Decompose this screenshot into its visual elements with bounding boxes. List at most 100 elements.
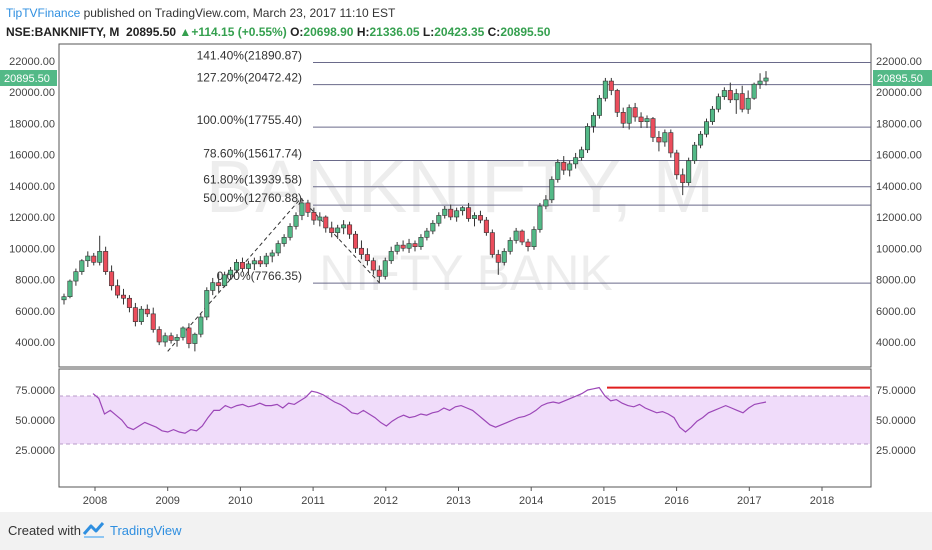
candle-body [466,207,472,219]
candle-body [162,335,168,343]
year-tick-label: 2008 [83,495,107,507]
candle-body [709,108,715,122]
price-tick-label-left: 8000.00 [15,275,55,287]
candle-body [79,260,85,272]
candle-body [234,262,240,271]
candle-body [698,133,704,146]
year-tick-label: 2018 [810,495,834,507]
trend-line [167,197,302,352]
year-tick-label: 2017 [737,495,761,507]
candle-body [460,207,466,212]
candle-body [382,260,388,277]
candle-body [602,80,608,99]
candle-body [335,227,341,233]
price-tick-label-left: 10000.00 [9,243,55,255]
fib-level-label: 61.80%(13939.58) [203,173,302,187]
candle-body [704,121,710,135]
candle-body [150,313,156,330]
high-label: H: [356,25,370,39]
candle-body [680,174,686,183]
candle-body [192,333,198,344]
candle-body [561,162,567,171]
year-tick-label: 2013 [446,495,470,507]
price-tick-label-left: 16000.00 [9,150,55,162]
candle-body [436,215,442,224]
candle-body [388,251,394,262]
rsi-tick-label-right: 50.0000 [876,415,916,427]
candle-body [555,162,561,180]
candle-body [608,80,614,91]
tradingview-logo-icon [82,522,105,538]
price-tick-label-right: 6000.00 [876,306,916,318]
candle-body [745,97,751,110]
fib-level-label: 100.00%(17755.40) [197,113,302,127]
candle-body [364,254,370,262]
candle-body [109,271,115,287]
candle-body [418,237,424,247]
candle-body [650,118,656,138]
candle-body [156,329,162,343]
price-tick-label-right: 20000.00 [876,87,922,99]
candle-body [668,132,674,154]
trend-line [300,197,381,284]
price-tick-label-left: 18000.00 [9,118,55,130]
symbol-info: NSE:BANKNIFTY, M 20895.50 ▲+114.15 (+0.5… [6,25,550,39]
price-tick-label-right: 4000.00 [876,337,916,349]
candle-body [103,251,109,272]
publisher-name[interactable]: TipTVFinance [6,6,81,20]
candle-body [61,296,67,301]
candle-body [311,212,317,221]
candle-body [751,83,757,99]
price-tick-label-left: 22000.00 [9,56,55,68]
candle-body [115,285,121,296]
candle-body [626,107,632,124]
price-tick-label-right: 16000.00 [876,150,922,162]
candle-body [180,327,186,338]
candle-body [620,112,626,124]
candle-body [198,316,204,335]
candle-body [590,115,596,127]
tradingview-link[interactable]: TradingView [110,523,182,538]
rsi-tick-label-right: 75.0000 [876,385,916,397]
fib-level-label: 127.20%(20472.42) [197,71,302,85]
price-tick-label-right: 22000.00 [876,56,922,68]
candle-body [299,202,305,216]
candle-body [406,243,412,249]
candle-body [519,230,525,243]
candle-body [686,160,692,183]
rsi-band [60,396,870,444]
candle-body [489,232,495,255]
candle-body [727,90,733,101]
candle-body [85,255,91,262]
fib-level-label: 141.40%(21890.87) [197,48,302,62]
candle-body [251,260,257,265]
low-value: 20423.35 [434,25,485,39]
candle-body [305,202,311,213]
candle-body [525,241,531,247]
candle-body [228,269,234,276]
candle-body [757,80,763,85]
candle-body [73,271,79,282]
candle-body [317,216,323,221]
candle-body [477,215,483,221]
price-tag-left [0,70,57,87]
created-with-text: Created with [8,523,81,538]
price-change: +114.15 (+0.55%) [191,25,287,39]
year-tick-label: 2011 [301,495,325,507]
candle-body [263,255,269,265]
rsi-line [92,386,767,434]
price-tick-label-left: 12000.00 [9,212,55,224]
candle-body [721,90,727,97]
price-tick-label-left: 20000.00 [9,87,55,99]
price-tick-label-left: 4000.00 [15,337,55,349]
fib-level-label: 0.00%(7766.35) [217,269,302,283]
candle-body [644,118,650,122]
price-tag-left-text: 20895.50 [4,73,50,85]
price-tick-label-left: 14000.00 [9,181,55,193]
candle-body [579,149,585,158]
price-tag-right-text: 20895.50 [877,73,923,85]
symbol-name[interactable]: NSE:BANKNIFTY, M [6,25,120,39]
year-tick-label: 2010 [228,495,252,507]
candle-body [632,107,638,118]
